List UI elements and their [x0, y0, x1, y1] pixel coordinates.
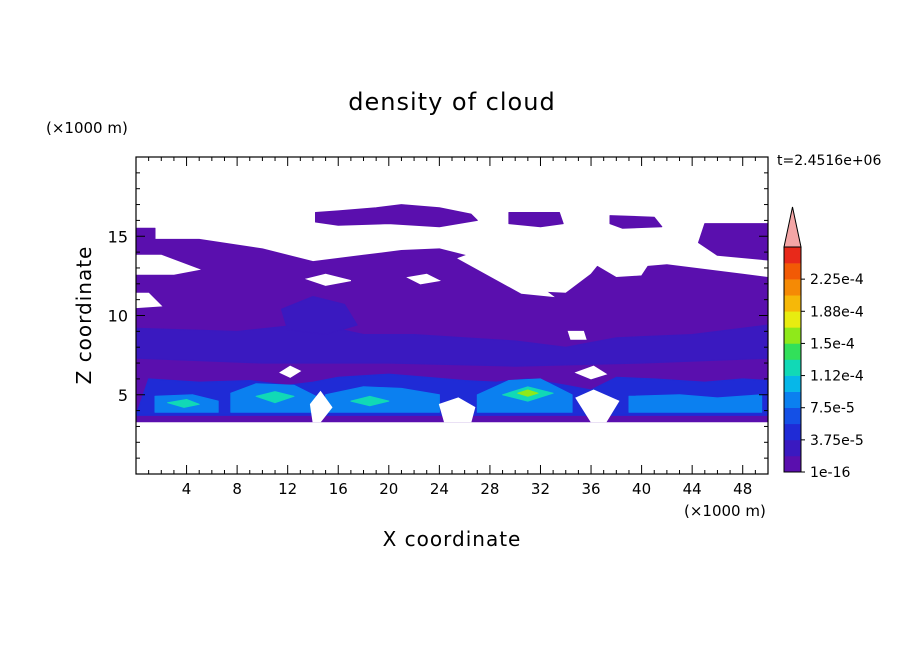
colorbar-swatch	[784, 359, 801, 376]
clear-gap	[406, 273, 442, 285]
x-tick-label: 12	[278, 480, 297, 498]
colorbar-label: 1.88e-4	[810, 304, 864, 320]
y-axis-unit: (×1000 m)	[46, 119, 128, 137]
x-tick-label: 32	[531, 480, 550, 498]
clear-gap	[575, 389, 620, 423]
contour-fills	[136, 204, 768, 423]
y-tick-label: 5	[118, 386, 128, 405]
contour-region-core	[255, 391, 295, 404]
colorbar-label: 1e-16	[810, 465, 850, 481]
colorbar-swatch	[784, 375, 801, 392]
colorbar-swatch	[784, 343, 801, 360]
clear-gap	[309, 390, 333, 423]
colorbar-label: 1.5e-4	[810, 336, 855, 352]
colorbar-label: 2.25e-4	[810, 272, 864, 288]
colorbar-border	[783, 246, 802, 473]
chart-title: density of cloud	[348, 88, 556, 116]
x-axis-label-text: X coordinate	[382, 527, 522, 551]
colorbar-swatch	[784, 407, 801, 425]
colorbar-swatch	[784, 263, 801, 280]
x-tick-label: 40	[632, 480, 651, 498]
colorbar-swatch	[784, 279, 801, 296]
clear-gap	[457, 248, 555, 298]
colorbar-swatch	[784, 439, 801, 457]
colorbar-swatch	[784, 327, 801, 344]
colorbar-swatch	[784, 247, 801, 264]
contour-region-dark_band	[280, 296, 358, 335]
contour-region-core	[167, 399, 200, 408]
time-annotation: t=2.4516e+06	[777, 153, 882, 169]
clear-gap	[136, 254, 202, 275]
colorbar: 1e-16 3.75e-5 7.5e-5 1.12e-4 1.5e-4 1.88e-4 2.…	[783, 206, 864, 481]
contour-region-bright	[628, 394, 763, 413]
clear-gap	[304, 273, 352, 286]
x-tick-label: 8	[232, 480, 242, 498]
x-axis-label: X coordinate	[0, 527, 904, 551]
x-tick-label: 36	[581, 480, 600, 498]
x-tick-label: 48	[733, 480, 752, 498]
x-axis-unit: (×1000 m)	[684, 502, 766, 520]
x-tick-label: 28	[480, 480, 499, 498]
colorbar-label: 3.75e-5	[810, 433, 864, 449]
colorbar-overflow-arrow	[783, 206, 802, 248]
x-tick-label: 24	[430, 480, 449, 498]
colorbar-label: 1.12e-4	[810, 369, 864, 385]
colorbar-swatch	[784, 423, 801, 441]
contour-region-base	[508, 212, 564, 228]
contour-region-core	[350, 395, 390, 407]
colorbar-label: 7.5e-5	[810, 401, 855, 417]
y-tick-label: 10	[108, 307, 128, 326]
clear-gap	[567, 330, 587, 340]
clear-gap	[574, 365, 608, 380]
colorbar-swatch	[784, 391, 801, 409]
clear-gap	[136, 292, 163, 309]
colorbar-swatch	[784, 455, 801, 473]
contour-region-base	[315, 204, 478, 228]
clear-gap	[438, 397, 476, 423]
contour-region-base	[609, 215, 663, 229]
x-tick-label: 20	[379, 480, 398, 498]
clear-gap	[279, 365, 302, 378]
x-tick-label: 44	[683, 480, 702, 498]
x-tick-label: 16	[329, 480, 348, 498]
contour-region-dark_band	[136, 322, 768, 367]
colorbar-swatch	[784, 311, 801, 328]
y-tick-label: 15	[108, 227, 128, 246]
colorbar-swatch	[784, 295, 801, 312]
contour-region-peak	[517, 389, 539, 397]
contour-region-base	[698, 223, 768, 261]
x-tick-label: 4	[182, 480, 192, 498]
